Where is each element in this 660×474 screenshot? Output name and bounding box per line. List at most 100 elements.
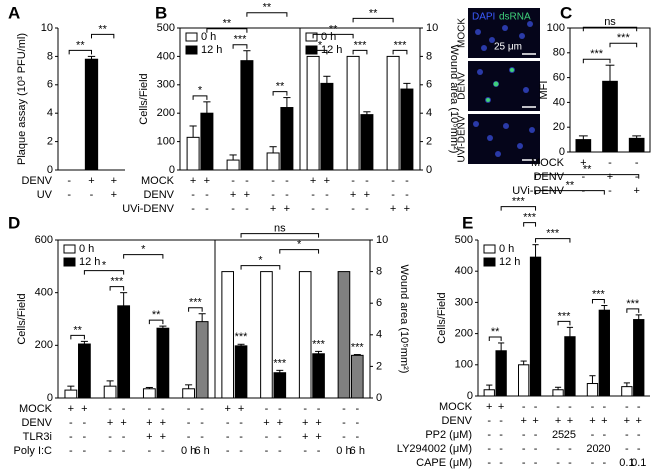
significance-label: ** [223, 18, 232, 30]
bar [221, 271, 235, 399]
significance-bracket [240, 233, 320, 238]
bar [234, 345, 248, 399]
condition-mark: + [580, 157, 586, 169]
bar [266, 152, 280, 171]
condition-mark: - [591, 429, 595, 441]
condition-mark: + [601, 415, 607, 427]
condition-mark: - [499, 443, 503, 455]
bar [142, 388, 156, 399]
condition-mark: - [83, 445, 87, 457]
condition-mark: - [405, 175, 409, 187]
condition-mark: - [591, 401, 595, 413]
significance-bracket [557, 320, 571, 326]
legend-swatch [63, 257, 76, 267]
condition-mark: - [522, 429, 526, 441]
condition-mark: + [81, 403, 87, 415]
condition-mark: - [635, 157, 639, 169]
bar [195, 321, 209, 399]
legend-swatch [185, 32, 198, 42]
legend-swatch [483, 257, 496, 267]
y-tick-label: 300 [455, 296, 473, 308]
condition-mark: - [635, 171, 639, 183]
y-tick-label: 4 [426, 107, 432, 119]
condition-mark: - [69, 431, 73, 443]
panel-letter: E [462, 213, 473, 232]
bar [360, 114, 374, 171]
bar [156, 327, 170, 399]
y-tick-label: 0 [47, 164, 53, 176]
condition-mark: - [265, 445, 269, 457]
condition-name: DENV [533, 171, 564, 183]
legend-swatch [185, 45, 198, 55]
condition-mark: - [187, 417, 191, 429]
y-tick-label: 100 [547, 22, 565, 34]
significance-bracket [535, 174, 640, 179]
condition-mark: - [325, 203, 329, 215]
significance-label: ** [73, 324, 82, 336]
significance-bracket [523, 222, 537, 227]
condition-mark: - [487, 429, 491, 441]
condition-mark: - [405, 189, 409, 201]
condition-mark: - [391, 175, 395, 187]
bar [518, 364, 530, 397]
significance-label: *** [558, 310, 572, 322]
condition-mark: - [90, 189, 94, 201]
significance-bracket [582, 26, 638, 32]
condition-name: Poly I:C [13, 445, 52, 457]
condition-mark: - [187, 403, 191, 415]
bar [103, 385, 117, 399]
bar [575, 139, 592, 153]
condition-mark: + [146, 431, 152, 443]
y-axis-label: Cells/Field [16, 293, 28, 344]
condition-mark: 20 [598, 443, 610, 455]
significance-bracket [392, 49, 408, 55]
nuclei [473, 21, 535, 157]
condition-mark: + [315, 431, 321, 443]
condition-mark: + [364, 189, 370, 201]
condition-mark: + [244, 189, 250, 201]
condition-mark: + [633, 185, 639, 197]
condition-mark: - [325, 189, 329, 201]
condition-name: LY294002 (μM) [397, 443, 472, 455]
condition-mark: + [589, 415, 595, 427]
bar [628, 137, 645, 153]
condition-mark: - [499, 457, 503, 469]
condition-mark: + [486, 401, 492, 413]
condition-mark: - [161, 445, 165, 457]
condition-mark: + [302, 431, 308, 443]
legend-label: 12 h [321, 44, 342, 56]
condition-mark: - [231, 175, 235, 187]
significance-bracket [240, 265, 281, 270]
row-label: MOCK [457, 18, 468, 48]
significance-bracket [68, 49, 92, 55]
y-tick-label: 4 [376, 329, 382, 341]
significance-bracket [535, 238, 571, 243]
condition-mark: - [351, 203, 355, 215]
condition-mark: - [522, 443, 526, 455]
condition-mark: 25 [552, 429, 564, 441]
legend-label: 0 h [79, 243, 94, 255]
condition-mark: - [608, 185, 612, 197]
significance-label: *** [546, 228, 560, 240]
significance-label: *** [617, 32, 631, 44]
significance-label: ** [76, 39, 85, 51]
significance-label: ** [98, 23, 107, 35]
significance-label: ** [329, 23, 338, 35]
condition-mark: - [487, 457, 491, 469]
plot-frame [299, 27, 421, 171]
legend-label: 12 h [201, 44, 222, 56]
condition-mark: + [404, 203, 410, 215]
y-axis-label: Wound area (10⁵mm²) [398, 265, 410, 374]
condition-name: DENV [21, 417, 52, 429]
condition-mark: + [636, 415, 642, 427]
condition-mark: - [69, 417, 73, 429]
significance-label: *** [394, 39, 408, 51]
micrograph [468, 61, 540, 111]
condition-name: DENV [21, 175, 52, 187]
y-tick-label: 8 [426, 50, 432, 62]
y-tick-label: 80 [553, 47, 565, 59]
condition-mark: - [625, 443, 629, 455]
significance-label: *** [273, 357, 287, 369]
y-tick-label: 0 [169, 164, 175, 176]
